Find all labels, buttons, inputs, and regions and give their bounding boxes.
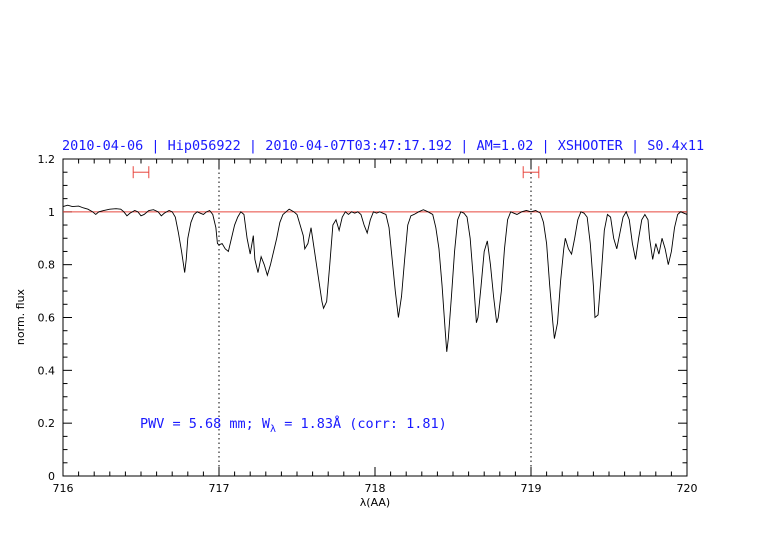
x-tick-label: 720 [677, 482, 698, 495]
y-tick-label: 0.6 [38, 312, 56, 325]
y-tick-label: 0.4 [38, 364, 56, 377]
x-tick-label: 719 [521, 482, 542, 495]
chart-title: 2010-04-06 | Hip056922 | 2010-04-07T03:4… [62, 138, 704, 154]
x-tick-label: 716 [53, 482, 74, 495]
y-tick-label: 1.2 [38, 153, 56, 166]
pwv-annotation-text: PWV = 5.68 mm; W [140, 416, 271, 432]
spectrum-line [62, 204, 688, 352]
y-tick-label: 0 [48, 470, 55, 483]
y-tick-label: 1 [48, 206, 55, 219]
pwv-annotation-subscript: λ [270, 424, 276, 435]
x-tick-label: 717 [209, 482, 230, 495]
interval-markers [132, 166, 540, 179]
y-tick-label: 0.8 [38, 259, 56, 272]
y-axis-label: norm. flux [14, 288, 27, 345]
vertical-markers [218, 159, 532, 476]
pwv-annotation: PWV = 5.68 mm; Wλ = 1.83Å (corr: 1.81) [140, 415, 447, 435]
y-tick-label: 0.2 [38, 417, 56, 430]
x-tick-label: 718 [365, 482, 386, 495]
axis-tick-labels: 716 717 718 719 720 0 0.2 0.4 0.6 0.8 1 1.2 [38, 153, 698, 495]
x-axis-label: λ(AA) [360, 496, 390, 509]
pwv-annotation-rest: = 1.83Å (corr: 1.81) [276, 415, 447, 432]
